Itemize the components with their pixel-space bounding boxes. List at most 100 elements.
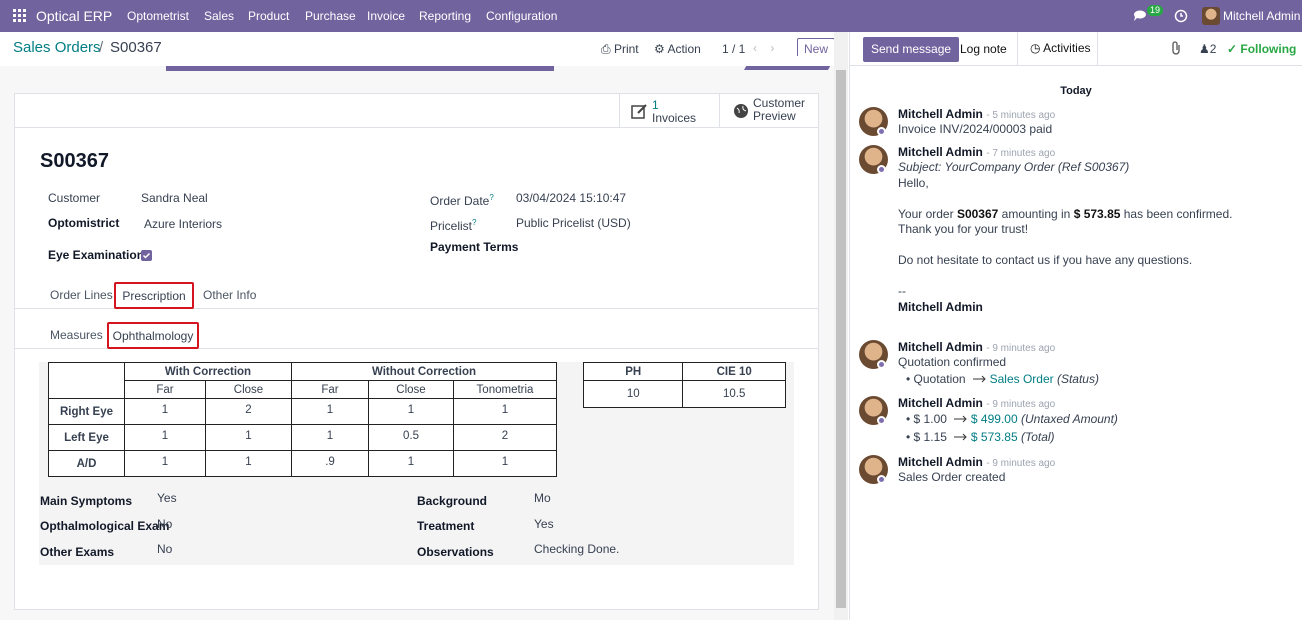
cell: 2 bbox=[453, 424, 557, 451]
corner-cell bbox=[48, 362, 125, 399]
cell: 1 bbox=[205, 424, 292, 451]
message-text: Your order S00367 amounting in $ 573.85 … bbox=[898, 206, 1233, 222]
menu-item[interactable]: Sales bbox=[204, 9, 235, 23]
author-name: Mitchell Admin bbox=[898, 107, 983, 121]
message-text: Thank you for your trust! bbox=[898, 222, 1029, 236]
message: Mitchell Admin - 9 minutes ago Sales Orde… bbox=[850, 454, 1302, 484]
menu-item[interactable]: Reporting bbox=[419, 9, 472, 23]
menu-item[interactable]: Purchase bbox=[305, 9, 356, 23]
day-separator: Today bbox=[1060, 85, 1092, 97]
app-name[interactable]: Optical ERP bbox=[36, 8, 113, 24]
presence-dot bbox=[877, 360, 886, 369]
attachment-icon[interactable] bbox=[1170, 41, 1182, 55]
exam-label: Background bbox=[417, 494, 488, 508]
message-time: - 7 minutes ago bbox=[986, 148, 1056, 159]
print-button[interactable]: ⎙ Print bbox=[601, 42, 639, 56]
field-value: 03/04/2024 15:10:47 bbox=[516, 191, 627, 205]
help-mark[interactable]: ? bbox=[489, 193, 494, 202]
exam-value: No bbox=[157, 517, 173, 531]
field-name: (Total) bbox=[1020, 430, 1055, 444]
cell: 1 bbox=[453, 450, 557, 477]
apps-icon[interactable] bbox=[13, 9, 26, 22]
help-mark[interactable]: ? bbox=[472, 218, 477, 227]
statusbar: SEND BY EMAIL CANCEL PRINT MEASURES PRIN… bbox=[0, 56, 834, 78]
author-name: Mitchell Admin bbox=[898, 340, 983, 354]
table-row: 10 10.5 bbox=[582, 380, 786, 408]
field-label-text: Order Date bbox=[430, 194, 490, 208]
group-header: Without Correction bbox=[291, 362, 557, 381]
field-value: Sandra Neal bbox=[141, 191, 208, 205]
field-name: (Untaxed Amount) bbox=[1020, 412, 1118, 426]
cell: 1 bbox=[124, 424, 206, 451]
cell: 1 bbox=[368, 398, 454, 425]
pager: 1 / 1 bbox=[722, 42, 746, 56]
column-header: Far bbox=[124, 380, 206, 399]
menu-item[interactable]: Configuration bbox=[486, 9, 558, 23]
group-header: With Correction bbox=[124, 362, 292, 381]
exam-label: Other Exams bbox=[40, 545, 115, 559]
message-body: Invoice INV/2024/00003 paid bbox=[898, 122, 1053, 136]
field-label-text: Pricelist bbox=[430, 219, 473, 233]
tab-active[interactable]: Prescription bbox=[114, 282, 194, 309]
preview-button[interactable]: Customer Preview bbox=[719, 94, 819, 128]
message-header: Mitchell Admin - 9 minutes ago bbox=[898, 339, 1055, 357]
field-name: (Status) bbox=[1056, 371, 1099, 386]
field-value: Azure Interiors bbox=[144, 217, 223, 231]
exam-value: Yes bbox=[157, 491, 177, 505]
invoices-button[interactable]: 1 Invoices bbox=[619, 94, 719, 128]
subtab-active[interactable]: Ophthalmology bbox=[107, 322, 199, 349]
following-button[interactable]: ✓ Following bbox=[1227, 42, 1297, 56]
activities-label: Activities bbox=[1043, 41, 1091, 55]
followers-button[interactable]: ♟2 bbox=[1199, 42, 1217, 56]
activities-button[interactable]: ◷ Activities bbox=[1017, 32, 1098, 66]
message-time: - 9 minutes ago bbox=[986, 343, 1056, 354]
tracking-arrow bbox=[953, 415, 967, 423]
text-part: amounting in bbox=[998, 206, 1074, 221]
message-text: Do not hesitate to contact us if you hav… bbox=[898, 253, 1193, 267]
header-row: PH CIE 10 bbox=[582, 362, 786, 381]
subtab[interactable]: Measures bbox=[50, 328, 103, 342]
old-value: $ 1.00 bbox=[913, 412, 947, 426]
pager-prev[interactable]: ‹ › bbox=[753, 41, 775, 55]
message-header: Mitchell Admin - 7 minutes ago bbox=[898, 144, 1055, 162]
log-note-button[interactable]: Log note bbox=[960, 42, 1007, 56]
form-view: SEND BY EMAIL CANCEL PRINT MEASURES PRIN… bbox=[0, 32, 848, 620]
tracking-arrow bbox=[953, 433, 967, 441]
cell: 1 bbox=[453, 398, 557, 425]
menu-item[interactable]: Optometrist bbox=[127, 9, 190, 23]
invoices-count: 1 bbox=[652, 98, 659, 112]
form-sheet: 1 Invoices Customer Preview S00367 Custo… bbox=[14, 93, 819, 610]
cell: 1 bbox=[291, 424, 369, 451]
send-message-button[interactable]: Send message bbox=[863, 37, 960, 62]
following-label: Following bbox=[1240, 42, 1297, 56]
tab[interactable]: Other Info bbox=[203, 288, 257, 302]
message-text: Hello, bbox=[898, 175, 929, 190]
cell: 1 bbox=[124, 450, 206, 477]
author-name: Mitchell Admin bbox=[898, 455, 983, 469]
breadcrumb[interactable]: Sales Orders bbox=[13, 39, 101, 56]
column-header: Tonometria bbox=[453, 380, 557, 399]
button-box: 1 Invoices Customer Preview bbox=[15, 94, 818, 128]
old-value: $ 1.15 bbox=[913, 430, 947, 444]
exam-label: Treatment bbox=[417, 519, 475, 533]
cell: 2 bbox=[205, 398, 292, 425]
message-header: Mitchell Admin - 9 minutes ago bbox=[898, 395, 1055, 413]
eye-exam-checkbox[interactable] bbox=[141, 250, 152, 261]
message-body: Sales Order created bbox=[898, 470, 1006, 484]
user-avatar[interactable] bbox=[1202, 7, 1220, 25]
column-header: PH bbox=[582, 362, 684, 381]
message-signature: Mitchell Admin bbox=[898, 299, 983, 314]
user-name[interactable]: Mitchell Admin bbox=[1223, 9, 1301, 23]
field-value: Public Pricelist (USD) bbox=[516, 216, 631, 230]
invoices-label: Invoices bbox=[652, 111, 697, 125]
chat-icon[interactable] bbox=[1133, 10, 1148, 22]
activity-icon[interactable] bbox=[1174, 9, 1188, 23]
row-header: Right Eye bbox=[48, 398, 125, 425]
field-label: Payment Terms bbox=[430, 240, 519, 254]
menu-item[interactable]: Invoice bbox=[367, 9, 406, 23]
action-button[interactable]: ⚙ Action bbox=[654, 42, 701, 56]
tab[interactable]: Order Lines bbox=[50, 288, 113, 302]
menu-item[interactable]: Product bbox=[248, 9, 290, 23]
tracking-arrow bbox=[972, 375, 986, 382]
cell: 0.5 bbox=[368, 424, 454, 451]
